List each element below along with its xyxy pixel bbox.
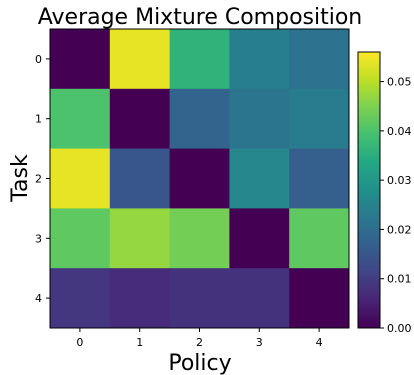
x-tick-label: 0: [76, 336, 83, 349]
heatmap-cell-r4-c3: [229, 268, 290, 329]
heatmap-cell-r3-c2: [169, 208, 230, 269]
heatmap-cell-r0-c3: [229, 29, 290, 90]
y-tick-label: 2: [35, 173, 42, 186]
y-tick-label: 3: [35, 232, 42, 245]
colorbar: [357, 51, 381, 329]
heatmap-cell-r4-c4: [289, 268, 350, 329]
heatmap-cell-r3-c3: [229, 208, 290, 269]
chart-title: Average Mixture Composition: [38, 5, 363, 30]
heatmap-cell-r1-c3: [229, 88, 290, 150]
heatmap-cell-r0-c2: [169, 29, 230, 90]
colorbar-tick-label: 0.04: [387, 125, 412, 138]
heatmap-cell-r0-c1: [109, 29, 171, 90]
heatmap-cell-r4-c0: [50, 268, 111, 329]
heatmap-cell-r2-c0: [50, 148, 111, 209]
heatmap-cell-r0-c4: [289, 29, 350, 90]
colorbar-tick-label: 0.05: [387, 76, 412, 89]
heatmap-cell-r4-c2: [169, 268, 230, 329]
y-axis-ticks: 0 1 2 3 4: [35, 53, 50, 305]
x-tick-label: 3: [256, 336, 263, 349]
x-tick-label: 2: [196, 336, 203, 349]
heatmap-cell-r3-c0: [50, 208, 111, 269]
x-tick-label: 4: [316, 336, 323, 349]
heatmap-cell-r2-c2: [169, 148, 230, 209]
y-tick-label: 1: [35, 113, 42, 126]
heatmap-cell-r3-c1: [109, 208, 171, 269]
heatmap-cell-r2-c1: [109, 148, 171, 209]
colorbar-tick-label: 0.00: [387, 322, 412, 335]
heatmap-cell-r0-c0: [50, 29, 111, 90]
colorbar-tick-label: 0.03: [387, 174, 412, 187]
y-tick-label: 0: [35, 53, 42, 66]
x-axis-ticks: 0 1 2 3 4: [76, 328, 323, 349]
colorbar-tick-label: 0.02: [387, 223, 412, 236]
heatmap-cell-r2-c3: [229, 148, 290, 209]
colorbar-tick-label: 0.01: [387, 273, 412, 286]
heatmap-cell-r2-c4: [289, 148, 350, 209]
heatmap-cell-r1-c4: [289, 88, 350, 150]
heatmap-cell-r1-c0: [50, 88, 111, 150]
heatmap-cell-r3-c4: [289, 208, 350, 269]
y-axis-label: Task: [8, 154, 33, 203]
heatmap-cell-r1-c1: [109, 88, 171, 150]
heatmap-cell-r4-c1: [109, 268, 171, 329]
colorbar-ticks: 0.00 0.01 0.02 0.03 0.04 0.05: [380, 76, 412, 335]
x-tick-label: 1: [136, 336, 143, 349]
y-tick-label: 4: [35, 292, 42, 305]
heatmap-cell-r1-c2: [169, 88, 230, 150]
heatmap-cells: [50, 29, 350, 329]
x-axis-label: Policy: [168, 351, 231, 375]
